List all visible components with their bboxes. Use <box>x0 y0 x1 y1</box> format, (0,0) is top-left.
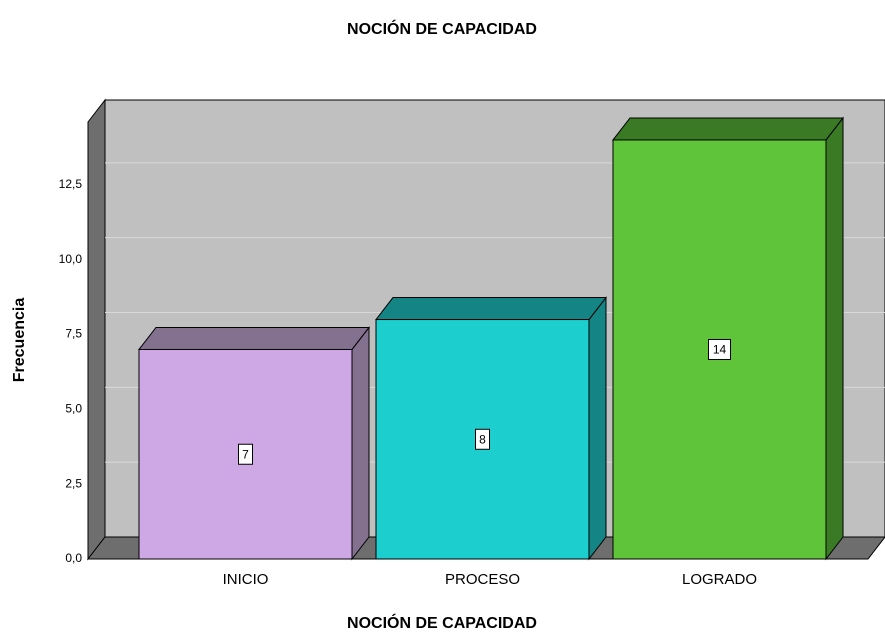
bar-side <box>351 326 370 561</box>
y-tick-label: 10,0 <box>59 252 83 266</box>
bar-top <box>611 117 845 141</box>
chart-title: NOCIÓN DE CAPACIDAD <box>347 19 537 38</box>
value-label-box <box>475 428 490 450</box>
bar-side <box>588 296 607 561</box>
y-tick-label: 12,5 <box>59 177 83 191</box>
x-axis-title: NOCIÓN DE CAPACIDAD <box>347 613 537 632</box>
y-tick-label: 2,5 <box>65 476 82 490</box>
y-axis-title: Frecuencia <box>11 298 28 383</box>
y-tick-label: 0,0 <box>65 551 82 565</box>
x-tick-label: LOGRADO <box>682 571 757 588</box>
bar-top <box>374 297 608 321</box>
value-label-box <box>238 443 253 465</box>
bar-top <box>137 326 371 350</box>
value-label: 7 <box>242 447 249 461</box>
value-label: 14 <box>713 343 727 357</box>
x-tick-label: INICIO <box>223 571 269 588</box>
x-tick-label: PROCESO <box>445 571 520 588</box>
bar-side <box>825 116 844 561</box>
left-wall <box>87 98 106 561</box>
value-label-box <box>708 338 731 360</box>
y-tick-label: 7,5 <box>65 327 82 341</box>
y-tick-label: 5,0 <box>65 402 82 416</box>
value-label: 8 <box>479 432 486 446</box>
